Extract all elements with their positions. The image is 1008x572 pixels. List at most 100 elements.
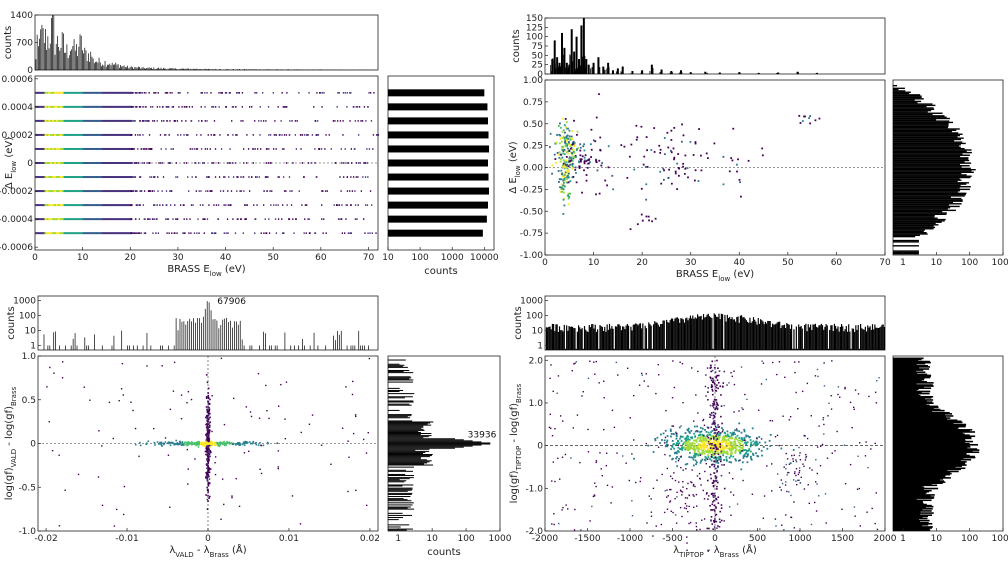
panel-a-point — [105, 204, 108, 207]
panel-a-point — [57, 147, 61, 150]
panel-a-point — [86, 133, 89, 136]
panel-d-point — [752, 443, 755, 446]
panel-d-point — [688, 432, 691, 434]
panel-c-top-hist-ytick-label: 10 — [25, 326, 37, 336]
panel-a-point — [52, 190, 55, 193]
panel-d-point — [670, 432, 673, 435]
panel-b-point — [663, 137, 666, 139]
panel-a-point — [99, 218, 102, 221]
panel-d-point — [681, 362, 684, 365]
panel-b-point — [558, 181, 560, 183]
panel-d-point — [743, 449, 746, 452]
panel-a-point — [341, 232, 344, 234]
panel-d-point — [705, 451, 708, 453]
panel-b-right-hist-bar — [893, 128, 960, 130]
panel-c-point — [211, 442, 213, 444]
panel-c-point — [234, 444, 237, 446]
panel-d-point — [720, 440, 723, 443]
panel-a-point — [71, 218, 74, 221]
panel-b-point — [653, 127, 656, 129]
panel-d-point — [771, 420, 774, 422]
panel-b-right-hist-bar — [893, 100, 922, 103]
panel-a-point — [71, 204, 74, 207]
panel-d-top-hist-bar — [568, 326, 570, 350]
panel-a-point — [165, 190, 168, 192]
panel-d-point — [717, 448, 719, 450]
panel-c-point — [206, 467, 208, 470]
panel-d-point — [669, 428, 672, 431]
panel-a-main-xtick-label: 50 — [267, 253, 279, 263]
panel-a-point — [139, 190, 141, 192]
panel-b-point — [611, 174, 614, 177]
panel-b-right-hist-bar — [893, 165, 970, 167]
panel-a-point — [95, 232, 99, 235]
panel-c-right-hist-bar — [388, 439, 464, 441]
panel-d-point — [640, 372, 643, 375]
panel-a-point — [59, 176, 62, 179]
panel-b-point — [648, 219, 650, 222]
panel-a-point — [165, 92, 168, 94]
panel-a-point — [151, 218, 154, 220]
panel-d-point — [788, 419, 791, 421]
panel-d-point — [594, 482, 596, 484]
panel-d-point — [631, 500, 633, 502]
panel-a-point — [355, 162, 358, 164]
panel-a-point — [372, 148, 374, 150]
panel-a-main-xtick-label: 70 — [363, 253, 375, 263]
panel-b-point — [564, 176, 567, 179]
panel-d-point — [743, 437, 746, 440]
panel-d-point — [718, 525, 721, 528]
panel-b-point — [562, 147, 565, 150]
panel-b-point — [683, 172, 686, 175]
panel-d-top-hist-bar — [768, 321, 770, 350]
panel-c-point — [207, 436, 210, 438]
panel-d-point — [672, 425, 675, 427]
panel-d-top-hist-bar — [863, 329, 865, 350]
panel-a-point — [120, 162, 123, 164]
panel-c-point — [225, 442, 228, 444]
panel-a-point — [169, 162, 171, 164]
panel-c-point — [207, 469, 209, 472]
panel-d-point — [818, 425, 820, 427]
panel-d-point — [789, 462, 792, 465]
panel-d-point — [681, 447, 684, 449]
panel-d-point — [671, 446, 674, 449]
panel-d-point — [684, 438, 687, 441]
panel-d-point — [715, 457, 718, 459]
panel-c-point — [245, 442, 247, 444]
panel-b-point — [562, 150, 565, 153]
panel-b: 0255075100125150counts-1.00-0.75-0.50-0.… — [508, 14, 1008, 283]
panel-d-top-hist-bar — [699, 316, 701, 350]
panel-a-point — [35, 147, 38, 150]
panel-d-point — [724, 434, 727, 437]
panel-a-point — [232, 106, 234, 108]
panel-b-point — [571, 142, 574, 144]
panel-d-point — [752, 440, 755, 443]
panel-c-point — [205, 446, 208, 448]
panel-d-point — [817, 375, 819, 378]
panel-a-point — [213, 134, 215, 136]
panel-d-top-hist-bar — [798, 324, 800, 350]
panel-a-point — [355, 106, 357, 108]
panel-a-point — [138, 92, 141, 94]
panel-a-ylabel-sub: low — [10, 161, 18, 173]
panel-c-point — [179, 441, 181, 443]
panel-a-point — [71, 105, 74, 108]
panel-d-point — [650, 511, 653, 513]
panel-c-point — [77, 473, 80, 476]
panel-b-point — [570, 138, 573, 141]
panel-a-point — [364, 232, 366, 234]
panel-b-point — [564, 140, 567, 143]
panel-a-point — [365, 204, 367, 206]
panel-a-point — [218, 106, 220, 108]
panel-a-point — [152, 106, 154, 108]
panel-d-point — [748, 449, 750, 452]
panel-d-point — [717, 502, 720, 504]
panel-a-point — [73, 162, 76, 164]
panel-a-point — [35, 91, 38, 94]
panel-a-point — [254, 232, 256, 234]
panel-d-point — [701, 452, 703, 455]
panel-d-point — [699, 461, 702, 464]
panel-d-point — [701, 433, 704, 436]
panel-d-point — [626, 367, 629, 369]
